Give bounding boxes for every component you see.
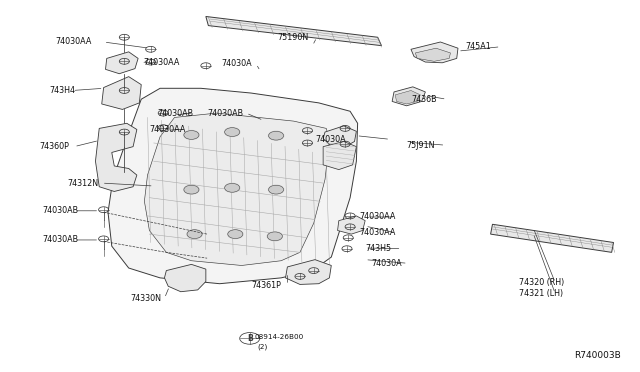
Text: 74030AA: 74030AA	[149, 125, 186, 134]
Polygon shape	[108, 88, 358, 284]
Text: 74312N: 74312N	[68, 179, 99, 187]
Text: 745A1: 745A1	[465, 42, 492, 51]
Text: 74360P: 74360P	[40, 142, 70, 151]
Text: B: B	[247, 334, 253, 343]
Circle shape	[184, 185, 199, 194]
Text: 74320 (RH): 74320 (RH)	[520, 278, 564, 287]
Text: (2): (2)	[257, 344, 268, 350]
Text: 743H4: 743H4	[49, 86, 75, 95]
Text: 74330N: 74330N	[131, 294, 161, 303]
Polygon shape	[95, 123, 137, 192]
Polygon shape	[145, 113, 330, 266]
Polygon shape	[337, 216, 365, 234]
Text: R740003B: R740003B	[574, 351, 621, 360]
Polygon shape	[491, 224, 614, 252]
Text: 75J91N: 75J91N	[406, 141, 435, 150]
Text: 74030A: 74030A	[371, 259, 402, 268]
Text: 74030AB: 74030AB	[43, 235, 79, 244]
Circle shape	[187, 230, 202, 238]
Polygon shape	[396, 90, 420, 104]
Polygon shape	[392, 87, 426, 106]
Text: 74030AB: 74030AB	[207, 109, 243, 118]
Polygon shape	[323, 126, 356, 147]
Circle shape	[184, 131, 199, 140]
Circle shape	[269, 131, 284, 140]
Polygon shape	[102, 77, 141, 109]
Text: 74030AB: 74030AB	[157, 109, 193, 118]
Text: 74030AA: 74030AA	[359, 228, 396, 237]
Text: 74030A: 74030A	[315, 135, 346, 144]
Circle shape	[269, 185, 284, 194]
Polygon shape	[285, 260, 332, 285]
Circle shape	[268, 232, 282, 241]
Polygon shape	[206, 16, 381, 46]
Text: 75190N: 75190N	[277, 33, 308, 42]
Polygon shape	[415, 48, 451, 61]
Text: 74030AA: 74030AA	[359, 212, 396, 221]
Polygon shape	[411, 42, 458, 63]
Polygon shape	[106, 52, 138, 74]
Text: 74030A: 74030A	[221, 60, 252, 68]
Circle shape	[225, 183, 240, 192]
Text: 74030AA: 74030AA	[143, 58, 179, 67]
Circle shape	[225, 128, 240, 137]
Text: 74321 (LH): 74321 (LH)	[520, 289, 564, 298]
Text: 08914-26B00: 08914-26B00	[254, 334, 303, 340]
Text: 7436B: 7436B	[411, 95, 436, 104]
Text: 74361P: 74361P	[251, 280, 281, 290]
Text: 74030AB: 74030AB	[43, 206, 79, 215]
Polygon shape	[323, 141, 356, 170]
Text: 74030AA: 74030AA	[55, 38, 92, 46]
Polygon shape	[164, 264, 206, 292]
Text: 743H5: 743H5	[365, 244, 391, 253]
Circle shape	[228, 230, 243, 238]
